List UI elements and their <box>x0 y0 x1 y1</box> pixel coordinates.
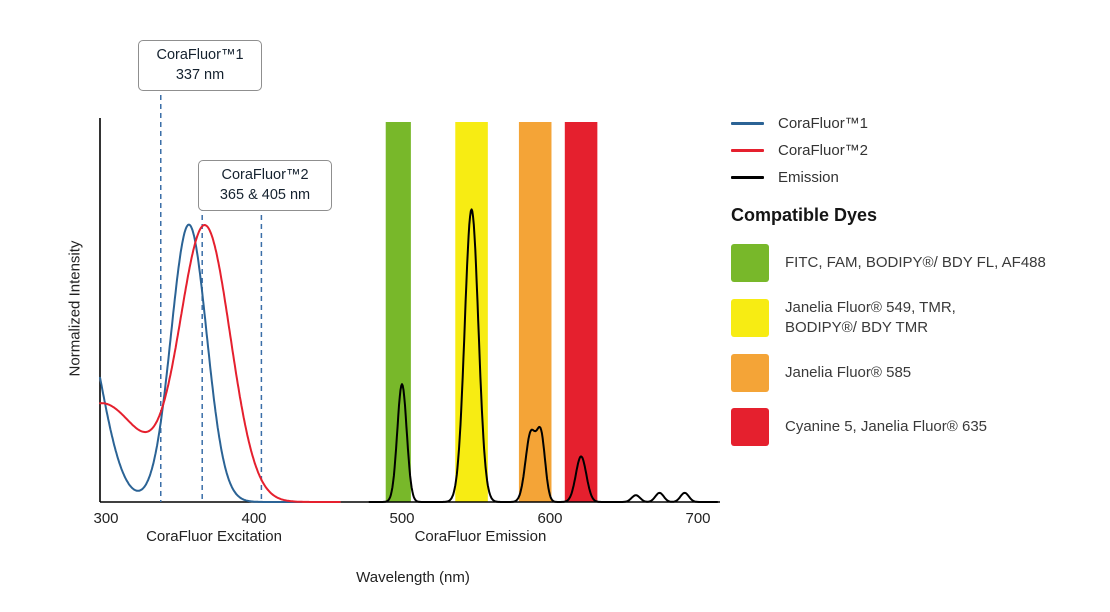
yellow-band <box>455 122 488 502</box>
axis-group-label: CoraFluor Emission <box>415 528 547 545</box>
callout-corafluor1-337nm: CoraFluor™1 337 nm <box>138 40 262 91</box>
dye-label-line: BODIPY®/ BDY TMR <box>785 318 929 336</box>
orange-band <box>518 122 552 502</box>
dye-label-line: Janelia Fluor® 585 <box>785 363 912 381</box>
x-axis-label: Wavelength (nm) <box>356 569 470 586</box>
legend: CoraFluor™1 CoraFluor™2 Emission <box>731 110 1105 191</box>
dye-label-line: FITC, FAM, BODIPY®/ BDY FL, AF488 <box>785 254 1046 272</box>
callout-title: CoraFluor™1 <box>156 47 244 63</box>
green-dye-swatch <box>731 244 769 282</box>
legend-item-corafluor1: CoraFluor™1 <box>731 110 1105 137</box>
curve-Emission <box>368 208 719 503</box>
emission-line-swatch <box>731 176 764 179</box>
legend-label: Emission <box>778 169 839 186</box>
red-dye-swatch <box>731 407 769 446</box>
red-band <box>564 122 598 502</box>
corafluor2-line-swatch <box>731 149 764 152</box>
dye-item-green: FITC, FAM, BODIPY®/ BDY FL, AF488 <box>731 244 1105 282</box>
y-axis-label: Normalized Intensity <box>66 240 84 377</box>
dye-item-red: Cyanine 5, Janelia Fluor® 635 <box>731 407 1105 446</box>
x-tick-label: 500 <box>389 510 414 527</box>
x-tick-label: 700 <box>685 510 710 527</box>
legend-panel: CoraFluor™1 CoraFluor™2 Emission Compati… <box>731 110 1105 462</box>
x-tick-label: 300 <box>93 510 118 527</box>
dye-label-line: Janelia Fluor® 549, TMR, <box>785 299 956 316</box>
x-tick-label: 400 <box>241 510 266 527</box>
dye-label-line: Cyanine 5, Janelia Fluor® 635 <box>785 417 988 435</box>
dye-label: Cyanine 5, Janelia Fluor® 635 <box>785 417 987 437</box>
legend-label: CoraFluor™1 <box>778 115 869 132</box>
callout-corafluor2-365-405nm: CoraFluor™2 365 & 405 nm <box>198 160 332 211</box>
orange-dye-swatch <box>731 353 769 392</box>
yellow-dye-swatch <box>731 298 769 337</box>
dye-label: Janelia Fluor® 549, TMR, BODIPY®/ BDY TM… <box>785 298 956 338</box>
callout-value: 337 nm <box>175 67 225 84</box>
dye-item-yellow: Janelia Fluor® 549, TMR, BODIPY®/ BDY TM… <box>731 298 1105 338</box>
dye-label: Janelia Fluor® 585 <box>785 363 911 383</box>
compatible-dyes-heading: Compatible Dyes <box>731 205 878 225</box>
axis-group-label: CoraFluor Excitation <box>146 528 282 545</box>
corafluor1-line-swatch <box>731 122 764 125</box>
dye-label: FITC, FAM, BODIPY®/ BDY FL, AF488 <box>785 253 1046 273</box>
legend-item-corafluor2: CoraFluor™2 <box>731 137 1105 164</box>
x-tick-label: 600 <box>537 510 562 527</box>
dye-item-orange: Janelia Fluor® 585 <box>731 353 1105 392</box>
curve-CoraFluor™1 <box>99 223 303 503</box>
callout-value: 365 & 405 nm <box>219 187 311 204</box>
curve-CoraFluor™2 <box>99 224 341 503</box>
legend-label: CoraFluor™2 <box>778 142 869 159</box>
callout-title: CoraFluor™2 <box>221 167 309 183</box>
legend-item-emission: Emission <box>731 164 1105 191</box>
